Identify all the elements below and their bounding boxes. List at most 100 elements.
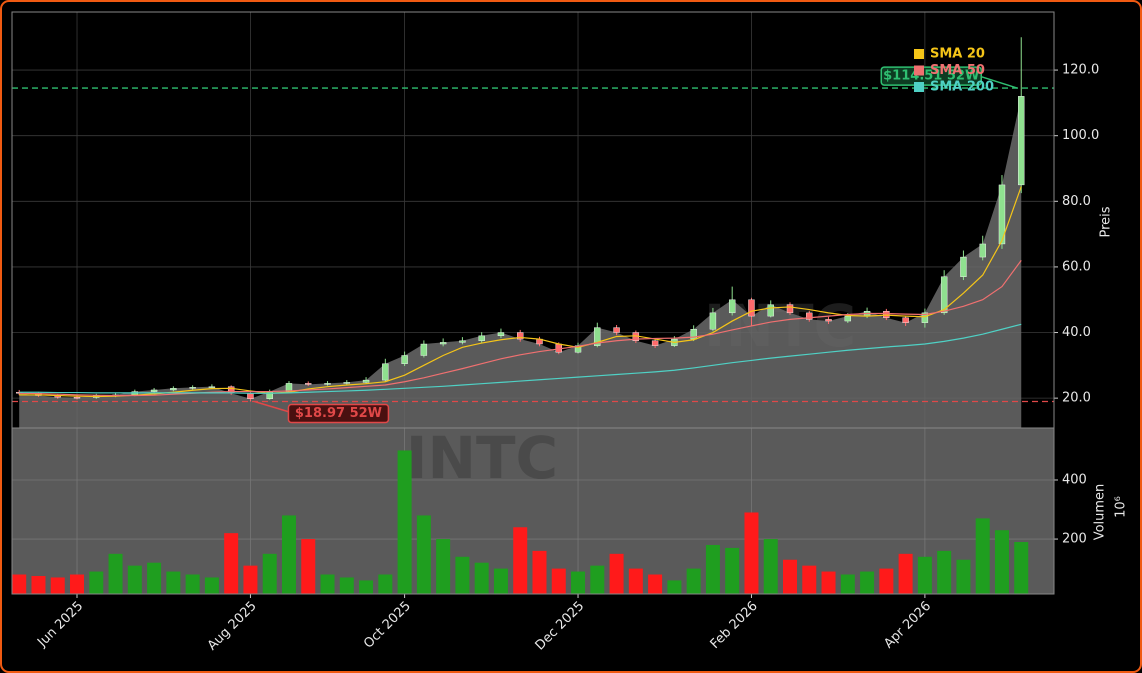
y-tick-label: 40.0	[1062, 325, 1091, 340]
candle-body	[690, 329, 697, 340]
candle-body	[883, 311, 890, 318]
candle-body	[459, 340, 466, 343]
volume-bar	[551, 568, 566, 594]
candle-body	[651, 340, 659, 346]
volume-bar	[397, 450, 412, 594]
volume-bar	[628, 568, 643, 594]
candle-body	[401, 355, 408, 364]
candle-body	[73, 396, 81, 399]
volume-bar	[12, 574, 27, 594]
candle-body	[420, 343, 428, 356]
volume-bar	[609, 553, 624, 594]
candle-body	[305, 383, 312, 385]
volume-bar	[956, 559, 971, 594]
candle-body	[439, 342, 447, 345]
watermark: INTC	[406, 424, 558, 492]
offset-label: 10⁶	[1114, 496, 1129, 518]
candle-body	[362, 379, 370, 383]
volume-bar	[898, 553, 913, 594]
y-tick-label: 20.0	[1062, 391, 1091, 406]
volume-bar	[204, 577, 219, 594]
candle-body	[574, 345, 582, 353]
candle-body	[594, 327, 601, 346]
legend-swatch	[914, 82, 924, 92]
volume-bar	[648, 574, 663, 594]
candle-body	[998, 184, 1006, 245]
y-axis-label: Volumen	[1093, 484, 1108, 541]
candle-body	[806, 312, 813, 320]
volume-bar	[744, 512, 759, 594]
volume-bar	[937, 550, 952, 594]
volume-bar	[802, 565, 817, 594]
volume-bar	[667, 580, 682, 594]
volume-bar	[31, 575, 46, 594]
volume-bar	[840, 574, 855, 594]
candle-body	[825, 319, 832, 322]
annotation-label: $114.51 52W	[883, 69, 979, 84]
candle-body	[902, 317, 909, 323]
candle-body	[844, 315, 852, 322]
candle-body	[709, 312, 717, 330]
volume-bar	[571, 571, 586, 594]
candle-body	[343, 382, 350, 384]
volume-bar	[1014, 542, 1029, 594]
volume-bar	[339, 577, 354, 594]
candle-body	[285, 383, 293, 392]
candle-body	[613, 327, 620, 333]
y-tick-label: 60.0	[1062, 259, 1091, 274]
volume-bar	[359, 580, 374, 594]
sma-line	[19, 323, 1022, 394]
candle-body	[497, 332, 505, 337]
volume-bar	[783, 559, 797, 594]
close-area	[19, 96, 1022, 428]
volume-bar	[70, 574, 85, 594]
candle-body	[247, 393, 254, 400]
candle-body	[324, 383, 331, 385]
volume-bar	[320, 574, 335, 594]
volume-bar	[513, 527, 528, 594]
volume-bar	[821, 571, 836, 594]
volume-bar	[108, 553, 123, 594]
volume-bar	[281, 515, 296, 594]
volume-bar	[243, 565, 258, 594]
volume-bar	[763, 539, 778, 594]
legend-label: SMA 50	[930, 63, 985, 78]
volume-bar	[416, 515, 431, 594]
candle-body	[767, 304, 774, 317]
legend-label: SMA 200	[930, 80, 994, 95]
y-tick-label: 120.0	[1062, 63, 1099, 78]
volume-bar	[474, 562, 489, 594]
sma-line	[19, 259, 1022, 397]
candle-body	[189, 387, 196, 389]
candle-body	[1018, 96, 1025, 186]
sma-line	[19, 186, 1022, 398]
volume-bar	[705, 544, 720, 594]
annotation-arrow	[979, 75, 1018, 89]
legend-label: SMA 20	[930, 47, 985, 62]
annotation-box	[287, 403, 390, 424]
volume-bar	[436, 539, 451, 594]
volume-bar	[994, 530, 1009, 594]
volume-bar	[686, 568, 701, 594]
axes-border	[11, 11, 1055, 595]
candle-body	[517, 332, 524, 340]
volume-bar	[185, 574, 200, 594]
candle-body	[940, 276, 948, 314]
volume-bar	[166, 571, 181, 594]
volume-bar	[590, 565, 605, 594]
legend-swatch	[914, 49, 924, 59]
candle-body	[979, 243, 986, 258]
y-axis-label: Preis	[1099, 206, 1114, 237]
volume-bar	[50, 577, 65, 594]
volume-bar	[378, 574, 393, 594]
volume-bar	[455, 556, 470, 594]
candle-body	[921, 312, 929, 323]
volume-bar	[147, 562, 162, 594]
candle-body	[786, 304, 794, 314]
y-tick-label: 80.0	[1062, 194, 1091, 209]
y-tick-label: 100.0	[1062, 128, 1099, 143]
volume-bar	[532, 550, 547, 594]
